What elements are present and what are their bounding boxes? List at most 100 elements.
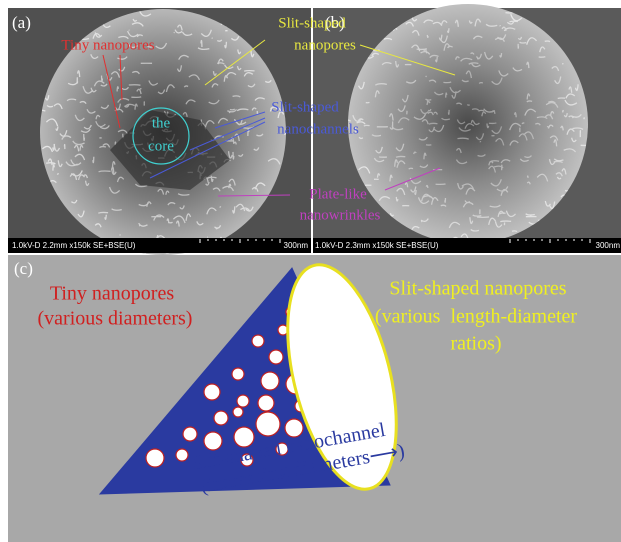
wrinkles	[348, 11, 588, 244]
wrinkle	[466, 104, 470, 106]
wrinkle	[232, 95, 241, 98]
wrinkle	[82, 85, 94, 94]
wrinkle	[556, 176, 562, 180]
wrinkle	[74, 153, 86, 161]
wrinkle	[204, 120, 215, 128]
wrinkle	[216, 39, 223, 42]
wrinkle	[572, 127, 584, 131]
pore	[203, 383, 221, 401]
wrinkle	[256, 133, 264, 137]
wrinkle	[425, 184, 429, 189]
wrinkle	[519, 41, 527, 44]
wrinkle	[455, 148, 462, 154]
wrinkle	[416, 48, 428, 51]
wrinkle	[95, 114, 101, 120]
wrinkle	[456, 102, 463, 106]
wrinkle	[413, 151, 417, 155]
wrinkle	[455, 159, 468, 165]
wrinkle	[429, 54, 439, 59]
annotation: nanopores	[294, 37, 356, 53]
wrinkle	[491, 77, 503, 85]
wrinkle	[100, 75, 104, 82]
pore	[213, 410, 229, 426]
wrinkle	[153, 214, 165, 221]
wrinkle	[396, 187, 406, 196]
wrinkle	[474, 18, 482, 27]
wrinkle	[408, 167, 414, 170]
wrinkle	[168, 221, 173, 224]
wrinkle	[517, 36, 523, 41]
panel-c	[8, 255, 621, 542]
wrinkle	[526, 93, 531, 100]
wrinkle	[564, 99, 578, 106]
wrinkle	[465, 187, 476, 195]
wrinkle	[553, 160, 563, 164]
wrinkle	[250, 50, 255, 58]
wrinkle	[448, 221, 461, 229]
wrinkle	[519, 158, 529, 162]
wrinkle	[67, 81, 79, 86]
wrinkle	[470, 52, 475, 55]
wrinkle	[102, 143, 111, 148]
wrinkle	[470, 119, 474, 124]
wrinkle	[376, 173, 381, 178]
panel-label: (a)	[12, 13, 31, 32]
wrinkle	[451, 91, 457, 99]
wrinkle	[247, 128, 250, 137]
wrinkle	[264, 79, 272, 83]
wrinkle	[165, 190, 170, 195]
annotation: Tiny nanopores	[61, 37, 154, 53]
wrinkle	[503, 27, 516, 32]
wrinkle	[134, 183, 148, 188]
wrinkle	[236, 108, 249, 112]
pores	[145, 306, 327, 468]
wrinkle	[52, 143, 56, 151]
wrinkle	[267, 158, 281, 165]
wrinkle	[40, 109, 46, 113]
wrinkle	[445, 92, 448, 98]
wrinkle	[512, 67, 523, 72]
wrinkle	[404, 182, 409, 188]
wrinkle	[460, 57, 473, 62]
wrinkle	[383, 37, 393, 41]
pore	[268, 349, 284, 365]
wrinkle	[92, 32, 101, 39]
arrow	[149, 121, 266, 179]
wrinkle	[457, 182, 465, 190]
wrinkle	[181, 31, 193, 37]
wrinkle	[148, 80, 159, 86]
wrinkle	[433, 111, 438, 115]
wrinkle	[233, 141, 237, 145]
wrinkle	[486, 123, 490, 129]
wrinkle	[90, 53, 99, 60]
wrinkle	[423, 19, 434, 24]
wrinkle	[165, 84, 175, 93]
info-bar	[8, 238, 312, 253]
wrinkle	[251, 107, 257, 111]
wrinkle	[509, 140, 519, 146]
wrinkle	[397, 105, 406, 112]
wrinkle	[98, 145, 107, 149]
wrinkle	[524, 155, 532, 159]
wrinkle	[136, 88, 142, 95]
wrinkle	[395, 196, 399, 202]
wrinkle	[371, 134, 382, 137]
wrinkle	[100, 83, 108, 87]
wrinkle	[418, 136, 428, 141]
wrinkle	[446, 28, 450, 34]
wrinkle	[395, 60, 400, 68]
wrinkle	[214, 225, 222, 229]
pore	[257, 394, 275, 412]
wrinkle	[277, 110, 285, 119]
wrinkle	[421, 119, 429, 125]
wrinkle	[176, 24, 183, 31]
wrinkle	[132, 18, 138, 22]
wrinkle	[269, 106, 278, 112]
arrow	[102, 54, 121, 129]
core-circle	[132, 107, 190, 165]
wrinkle	[468, 20, 473, 24]
wrinkle	[510, 13, 523, 22]
wrinkle	[127, 30, 139, 38]
wrinkle	[443, 43, 451, 51]
